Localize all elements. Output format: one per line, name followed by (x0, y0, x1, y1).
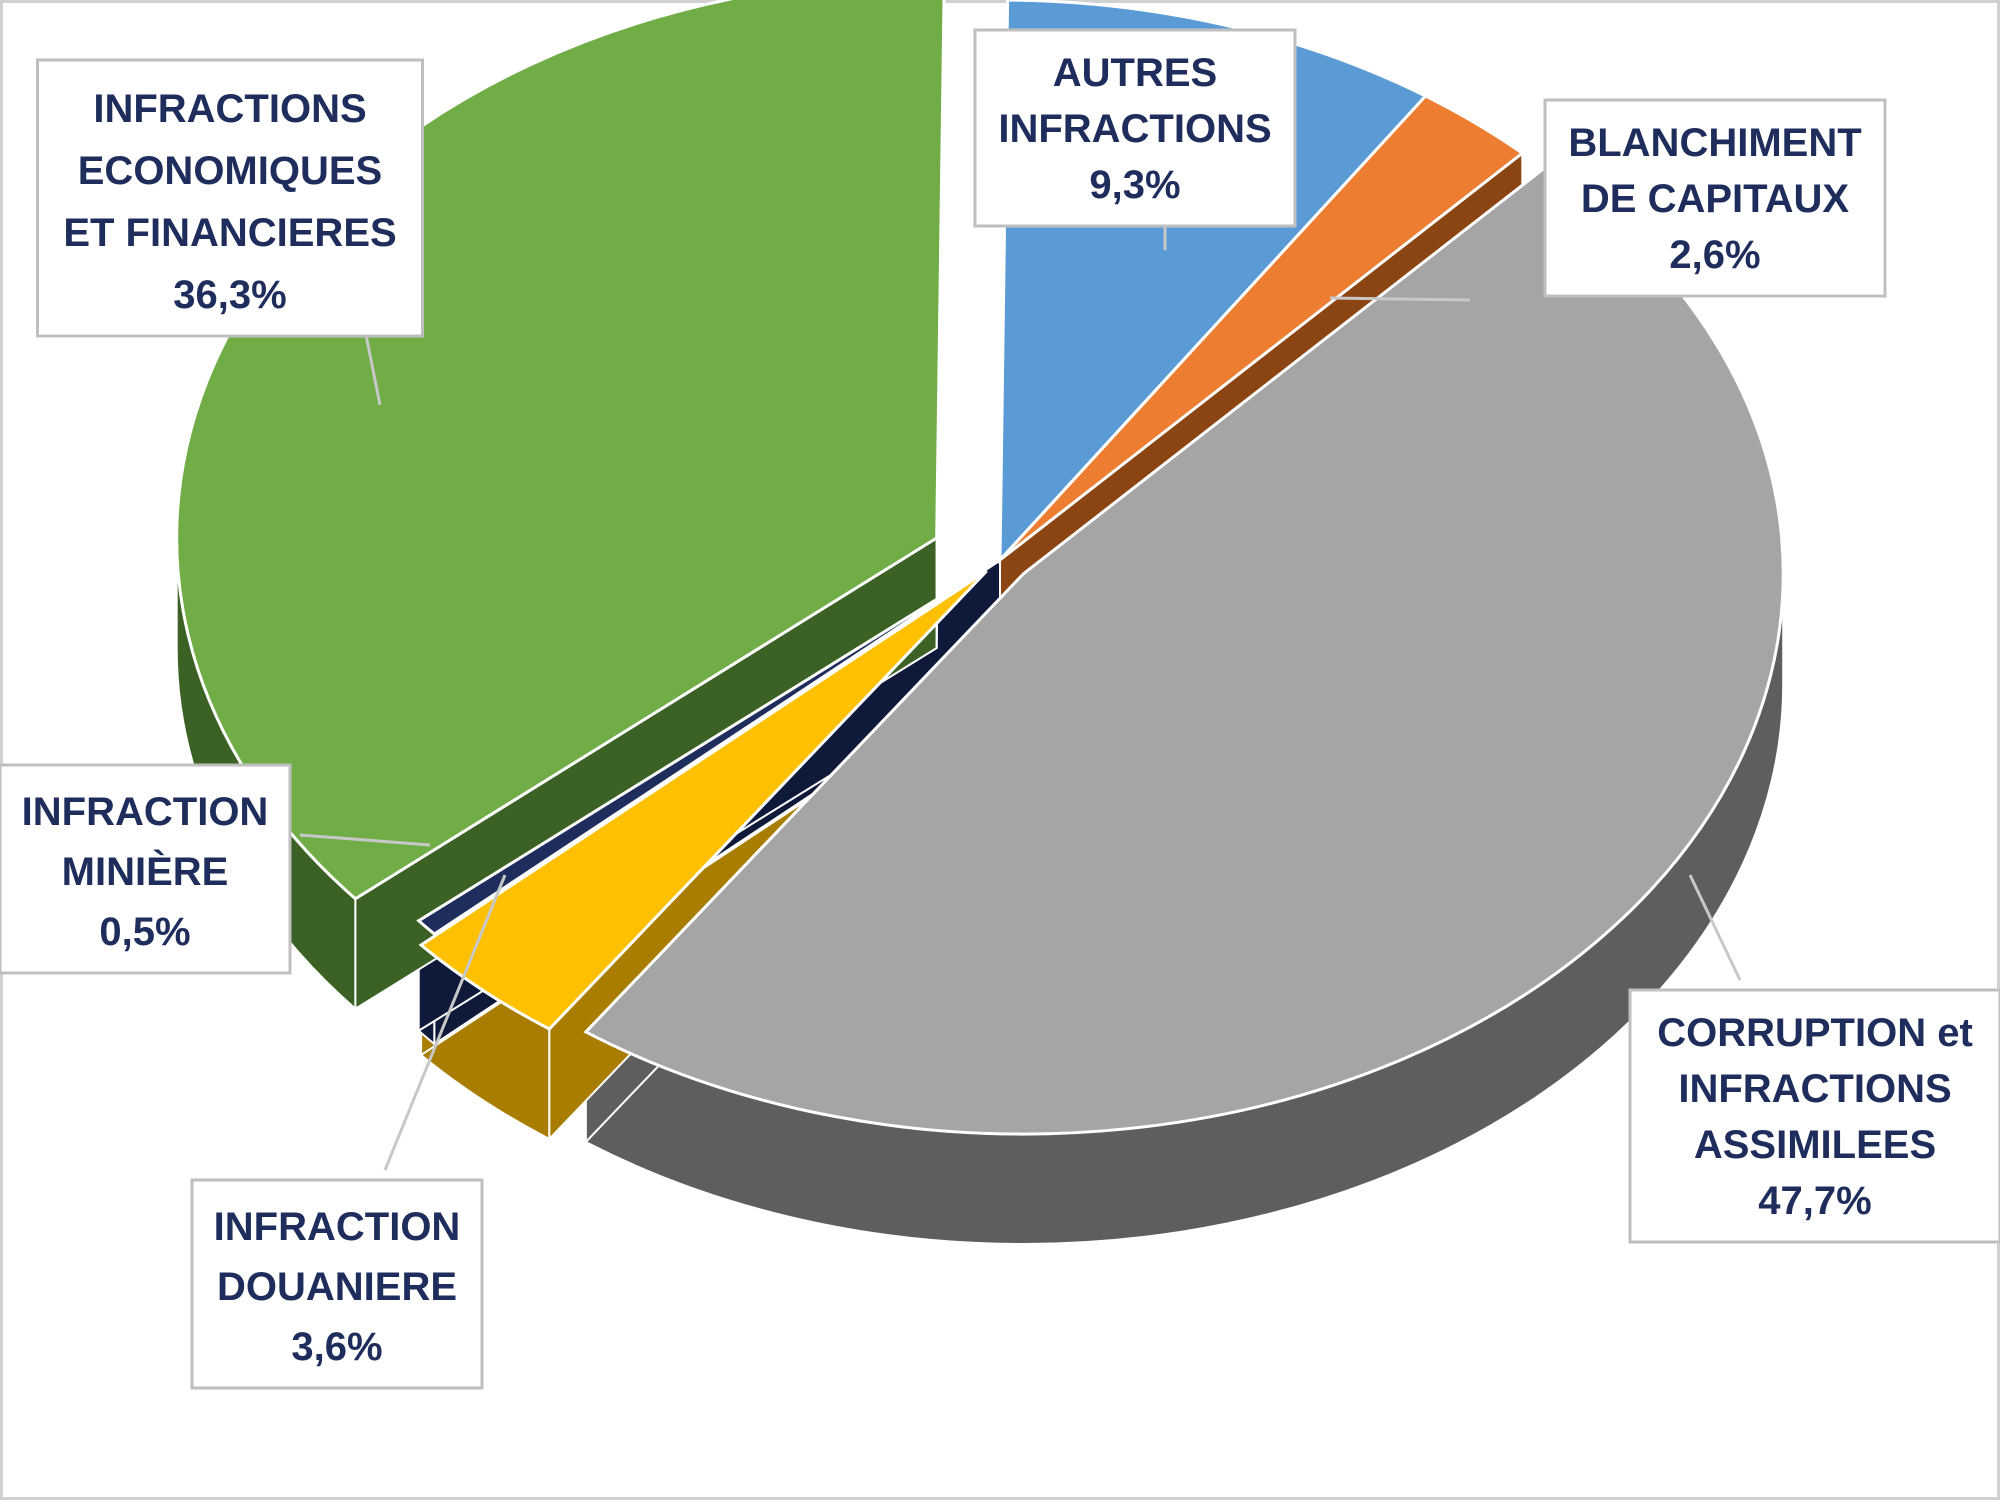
data-label-name-blanchiment: DE CAPITAUX (1581, 177, 1849, 221)
data-label-name-economiques: ECONOMIQUES (78, 149, 382, 193)
data-label-miniere: INFRACTION MINIÈRE 0,5% (0, 763, 292, 975)
data-label-box-blanchiment (1543, 98, 1887, 298)
data-label-name-economiques: INFRACTIONS (93, 87, 366, 131)
data-label-value-corruption: 47,7% (1758, 1179, 1871, 1223)
pie-slice-douaniere (418, 569, 988, 1031)
data-label-box-autres (973, 28, 1297, 228)
data-label-value-economiques: 36,3% (173, 273, 286, 317)
data-label-name-corruption: INFRACTIONS (1678, 1067, 1951, 1111)
data-label-name-corruption: CORRUPTION et (1657, 1011, 1973, 1055)
data-label-value-blanchiment: 2,6% (1669, 233, 1760, 277)
data-label-name-autres: AUTRES (1053, 51, 1217, 95)
data-label-name-miniere: MINIÈRE (62, 849, 229, 894)
data-label-name-economiques: ET FINANCIERES (63, 211, 396, 255)
data-labels: AUTRES INFRACTIONS 9,3% BLANCHIMENT DE CAPIT… (0, 28, 2000, 1390)
leader-line-corruption (1688, 874, 1742, 981)
data-label-economiques: INFRACTIONS ECONOMIQUES ET FINANCIERES 36,3… (36, 58, 424, 338)
data-label-name-douaniere: INFRACTION (214, 1205, 461, 1249)
data-label-name-blanchiment: BLANCHIMENT (1568, 121, 1861, 165)
leader-line-economiques (363, 329, 382, 406)
data-label-value-autres: 9,3% (1089, 163, 1180, 207)
pie-slice-miniere (416, 558, 1001, 936)
leader-lines (299, 225, 1742, 1171)
data-label-autres: AUTRES INFRACTIONS 9,3% (973, 28, 1297, 228)
data-label-name-autres: INFRACTIONS (998, 107, 1271, 151)
leader-line-miniere (299, 833, 431, 847)
data-label-box-douaniere (190, 1178, 484, 1390)
leader-line-blanchiment (1329, 296, 1471, 302)
data-label-box-miniere (0, 763, 292, 975)
data-label-name-miniere: INFRACTION (22, 790, 269, 834)
pie-slice-blanchiment (998, 94, 1525, 562)
data-label-box-corruption (1628, 988, 2000, 1244)
data-label-blanchiment: BLANCHIMENT DE CAPITAUX 2,6% (1543, 98, 1887, 298)
data-label-douaniere: INFRACTION DOUANIERE 3,6% (190, 1178, 484, 1390)
data-label-name-douaniere: DOUANIERE (217, 1265, 457, 1309)
data-label-box-economiques (36, 58, 424, 338)
data-label-value-miniere: 0,5% (99, 910, 190, 954)
leader-line-douaniere (383, 874, 507, 1171)
data-label-name-corruption: ASSIMILEES (1694, 1123, 1936, 1167)
data-label-corruption: CORRUPTION et INFRACTIONS ASSIMILEES 47,7% (1628, 988, 2000, 1244)
pie-slice-corruption (583, 165, 1785, 1136)
data-label-value-douaniere: 3,6% (291, 1325, 382, 1369)
